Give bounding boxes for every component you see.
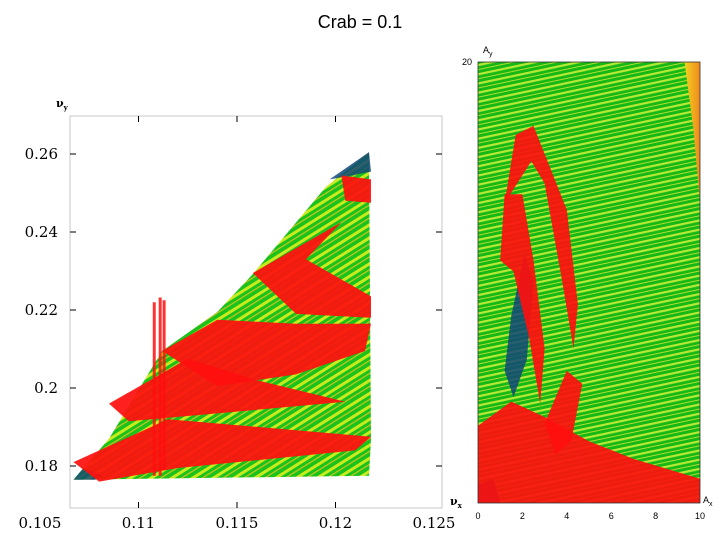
red-resonance-region: [73, 419, 371, 482]
y-tick-label: 20: [462, 57, 472, 67]
x-tick-label: 6: [609, 511, 614, 521]
red-resonance-region: [252, 222, 371, 318]
red-resonance-region: [504, 125, 578, 349]
x-tick-label: 0.12: [319, 514, 352, 532]
x-tick-label: 8: [653, 511, 658, 521]
red-resonance-region: [544, 370, 583, 455]
x-tick-label: 4: [564, 511, 569, 521]
right-plot-frame: [477, 61, 701, 504]
x-tick-label: 0.105: [19, 514, 62, 532]
left-chart: 0.18 0.2 0.22 0.24 0.26 0.105 0.11 0.115 0.12 0.1…: [19, 97, 463, 532]
x-tick-label: 0.11: [122, 514, 155, 532]
red-resonance-region: [109, 358, 346, 422]
y-axis-label: νy: [56, 97, 69, 112]
slide-title: Crab = 0.1: [317, 12, 403, 32]
y-tick-label: 0.26: [25, 145, 58, 163]
right-chart: 0 2 4 6 8 10 20 Ay Ax: [462, 45, 713, 521]
x-tick-label: 0.115: [216, 514, 259, 532]
y-tick-label: 0.22: [25, 301, 58, 319]
x-tick-label: 0: [475, 511, 480, 521]
y-tick-label: 0.2: [34, 379, 58, 397]
red-resonance-region: [341, 175, 371, 203]
red-resonance-region: [162, 319, 371, 387]
y-axis-label: Ay: [483, 45, 493, 58]
x-axis-label: Ax: [703, 495, 713, 508]
red-resonance-region: [478, 401, 700, 503]
orange-region: [684, 62, 700, 204]
red-resonance-region: [500, 194, 545, 404]
x-tick-label: 0.125: [413, 514, 456, 532]
x-axis-label: νx: [450, 495, 463, 510]
blue-patch: [329, 152, 371, 180]
x-tick-label: 10: [695, 511, 705, 521]
y-tick-label: 0.18: [25, 457, 58, 475]
x-tick-label: 2: [520, 511, 525, 521]
y-tick-label: 0.24: [25, 223, 58, 241]
